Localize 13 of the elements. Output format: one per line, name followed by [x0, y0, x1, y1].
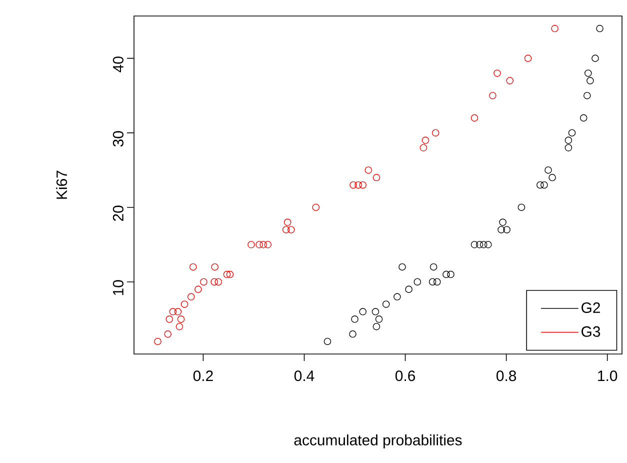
- x-tick-label: 0.4: [294, 370, 314, 382]
- y-axis-title: Ki67: [56, 170, 68, 199]
- x-tick-label: 0.8: [496, 370, 516, 382]
- x-tick-label: 1.0: [598, 370, 618, 382]
- x-axis-title: accumulated probabilities: [294, 434, 462, 448]
- y-tick-label: 20: [112, 206, 124, 221]
- y-tick-label: 10: [112, 280, 124, 296]
- y-tick-label: 40: [112, 56, 124, 72]
- legend-label: G2: [582, 302, 600, 313]
- x-tick-label: 0.2: [193, 370, 213, 382]
- y-tick-label: 30: [112, 131, 124, 147]
- x-tick-label: 0.6: [395, 370, 416, 382]
- legend-label: G3: [582, 326, 600, 337]
